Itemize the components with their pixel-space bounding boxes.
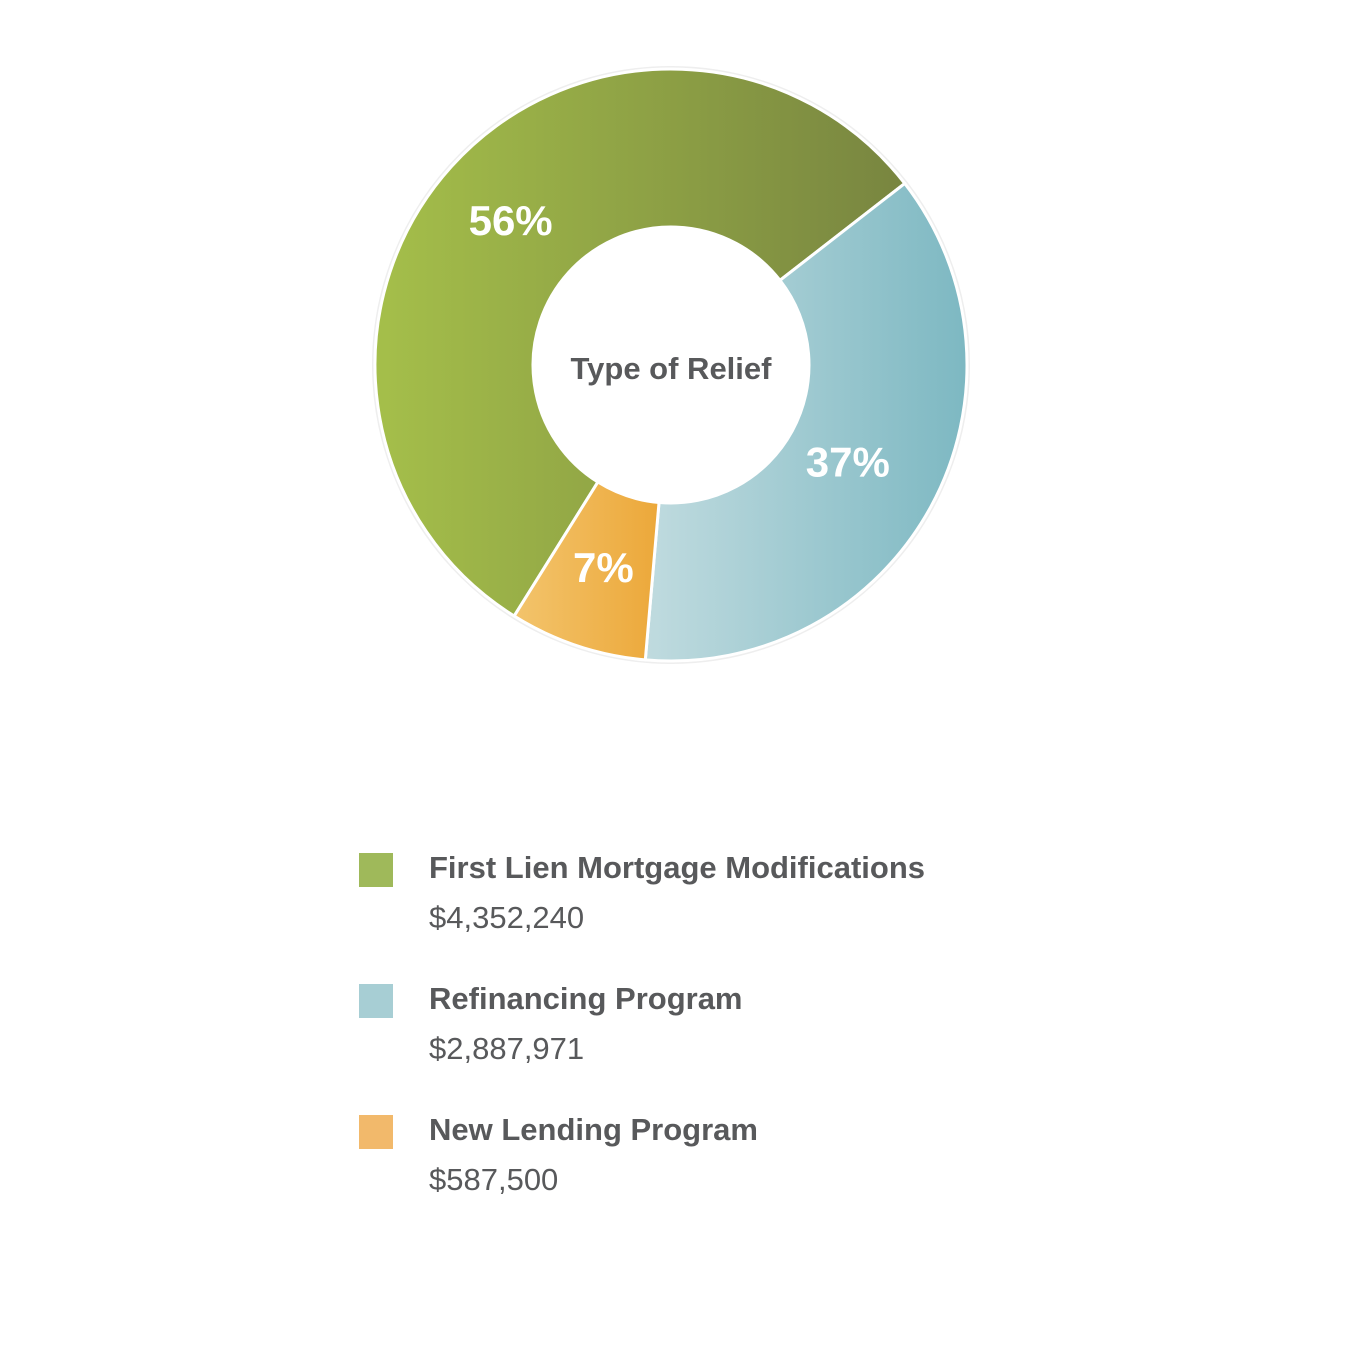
- legend-label: First Lien Mortgage Modifications: [429, 850, 926, 885]
- slice-refinancing: [643, 181, 969, 663]
- legend-amount: $4,352,240: [429, 900, 585, 935]
- percent-label-first-lien: 56%: [469, 197, 553, 244]
- legend-label: New Lending Program: [429, 1112, 758, 1147]
- legend-amount: $587,500: [429, 1162, 559, 1197]
- legend-swatch-refinancing: [359, 984, 393, 1018]
- slice-new-lending: [512, 480, 661, 662]
- percent-label-refinancing: 37%: [806, 438, 890, 485]
- legend-swatch-first-lien: [359, 853, 393, 887]
- legend-swatch-new-lending: [359, 1115, 393, 1149]
- chart-title: Type of Relief: [571, 351, 773, 386]
- slice-first-lien: [373, 67, 907, 618]
- legend-amount: $2,887,971: [429, 1031, 585, 1066]
- percent-label-new-lending: 7%: [573, 544, 634, 591]
- legend-label: Refinancing Program: [429, 981, 743, 1016]
